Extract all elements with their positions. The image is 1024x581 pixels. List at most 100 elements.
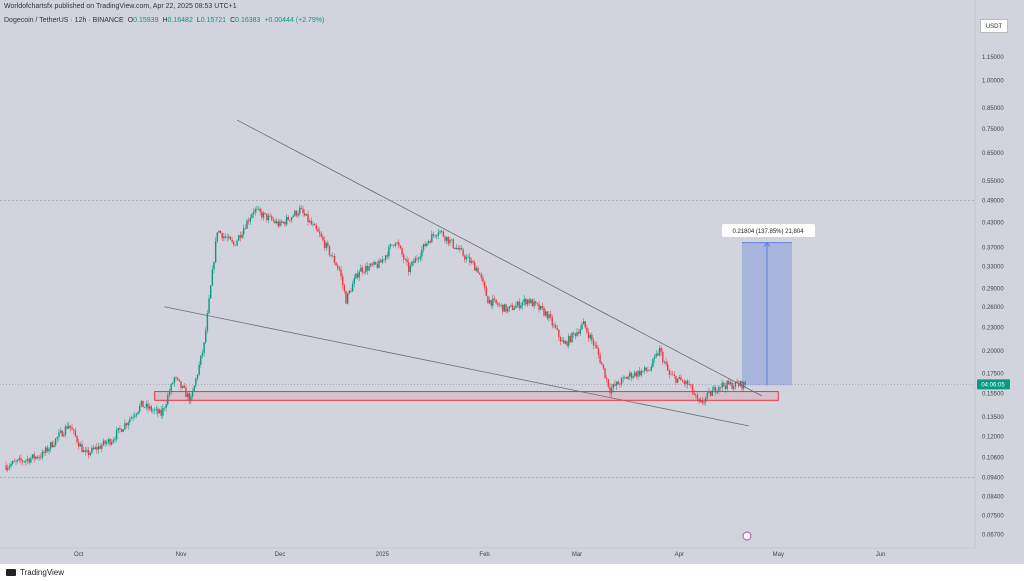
candle-body (658, 348, 661, 356)
candle-body (304, 213, 306, 216)
candle-body (739, 381, 742, 386)
candle-body (498, 305, 501, 306)
candle-body (300, 207, 303, 209)
candle-body (454, 247, 456, 249)
candle-body (338, 268, 341, 270)
candle-body (437, 232, 440, 236)
candle-body (274, 220, 276, 224)
candle-body (371, 263, 374, 265)
candle-body (403, 254, 405, 260)
candle-body (584, 321, 586, 328)
candle-body (285, 216, 288, 225)
chart-canvas[interactable]: 1.15000 1.00000 0.85000 0.75000 0.65000 0.550… (0, 0, 1024, 565)
candle-body (370, 263, 372, 267)
candle-body (112, 439, 115, 443)
candle-body (284, 221, 286, 225)
candle-body (63, 434, 65, 437)
candle-body (455, 248, 458, 249)
candle-body (528, 299, 530, 304)
candle-body (544, 311, 547, 316)
candle-body (140, 400, 143, 406)
candle-body (7, 467, 9, 470)
candle-body (383, 259, 385, 261)
candle-body (127, 422, 129, 426)
candle-body (302, 208, 304, 214)
candle-body (167, 395, 169, 405)
candle-body (511, 305, 514, 310)
candle-body (419, 256, 421, 259)
candle-body (229, 236, 232, 240)
candle-body (280, 221, 283, 223)
candle-body (571, 332, 573, 343)
candle-body (536, 303, 539, 305)
price-axis (975, 0, 1024, 565)
currency-button[interactable]: USDT (980, 19, 1008, 33)
candle-body (706, 392, 709, 398)
candle-body (670, 374, 672, 376)
candle-body (172, 383, 174, 385)
candle-body (271, 216, 273, 220)
candle-body (33, 454, 35, 459)
candle-body (119, 428, 121, 430)
candle-body (40, 457, 42, 458)
candle-body (551, 317, 553, 326)
candle-body (429, 241, 431, 243)
candle-body (384, 255, 387, 260)
trendline-upper (236, 119, 762, 397)
candle-body (130, 417, 133, 420)
candle-body (558, 329, 560, 338)
publish-info: Worldofchartsfx published on TradingView… (4, 3, 237, 10)
candle-body (647, 370, 649, 372)
price-tick-label: 1.15000 (982, 55, 1004, 61)
candle-body (97, 446, 100, 450)
candle-body (637, 370, 639, 377)
candle-body (733, 386, 735, 389)
candle-body (592, 340, 595, 346)
candle-body (81, 443, 83, 453)
price-tick-label: 0.15500 (982, 392, 1004, 398)
candle-body (142, 400, 144, 408)
candle-body (686, 380, 689, 385)
candle-body (538, 304, 540, 310)
candle-body (478, 272, 481, 275)
candle-body (546, 311, 548, 319)
candle-body (49, 442, 52, 449)
candle-body (416, 258, 418, 260)
candle-body (56, 437, 58, 439)
price-tick-label: 0.23000 (982, 325, 1004, 331)
candle-body (596, 345, 598, 349)
candle-body (213, 262, 215, 270)
candle-body (459, 247, 461, 250)
candle-body (111, 442, 113, 445)
candle-body (313, 224, 316, 226)
candle-body (214, 241, 217, 263)
candle-body (122, 429, 124, 432)
candle-body (672, 374, 674, 376)
candle-body (346, 293, 349, 304)
candle-body (507, 308, 509, 312)
candle-body (586, 327, 588, 333)
candle-body (340, 269, 342, 277)
candle-body (667, 364, 669, 371)
candle-body (736, 381, 738, 384)
candle-body (445, 236, 448, 241)
change-value: +0.00444 (+2.79%) (264, 17, 325, 24)
candle-body (86, 450, 88, 452)
candle-body (685, 380, 687, 384)
price-tick-label: 0.10600 (982, 456, 1004, 462)
candle-body (594, 345, 596, 346)
candle-body (705, 397, 707, 402)
candle-body (469, 256, 471, 263)
symbol-name[interactable]: Dogecoin / TetherUS · 12h · BINANCE (4, 17, 124, 24)
candle-body (399, 245, 402, 249)
candle-body (333, 255, 336, 263)
candle-body (568, 335, 570, 346)
candle-body (218, 230, 220, 233)
candle-body (660, 348, 662, 352)
candle-body (134, 415, 136, 417)
current-price-badge (977, 379, 1010, 390)
candle-body (530, 299, 532, 304)
candle-body (576, 332, 578, 336)
candle-body (137, 411, 139, 414)
candle-body (309, 220, 311, 223)
